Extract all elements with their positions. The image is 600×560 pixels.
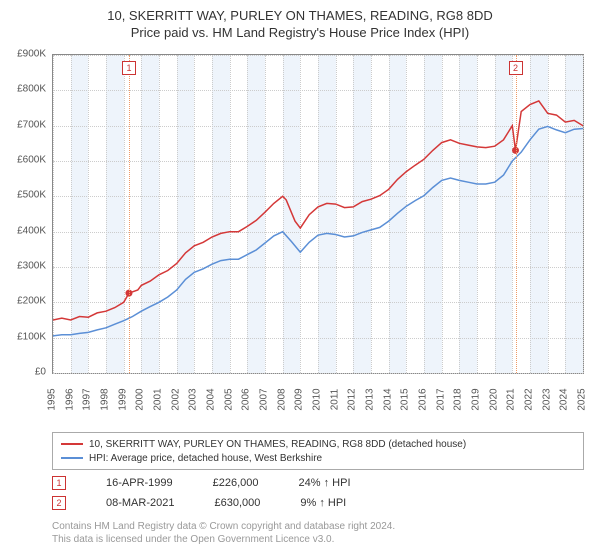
y-tick-label: £100K [17, 331, 46, 342]
x-tick-label: 2025 [577, 385, 588, 415]
x-tick-label: 1999 [117, 385, 128, 415]
x-tick-label: 1995 [47, 385, 58, 415]
x-tick-label: 2003 [188, 385, 199, 415]
x-tick-label: 2020 [488, 385, 499, 415]
y-tick-label: £600K [17, 155, 46, 166]
plot-area: 12 [52, 54, 584, 374]
x-tick-label: 2007 [259, 385, 270, 415]
x-tick-label: 1996 [64, 385, 75, 415]
transaction-hpi-delta: 9% ↑ HPI [300, 497, 346, 509]
x-tick-label: 2015 [400, 385, 411, 415]
transaction-hpi-delta: 24% ↑ HPI [299, 477, 351, 489]
transaction-row: 1 16-APR-1999 £226,000 24% ↑ HPI [52, 476, 590, 490]
transaction-marker-box: 2 [509, 61, 523, 75]
footer-line-1: Contains HM Land Registry data © Crown c… [52, 520, 590, 533]
transaction-id-box: 2 [52, 496, 66, 510]
y-tick-label: £400K [17, 225, 46, 236]
y-tick-label: £0 [35, 367, 46, 378]
legend-item: 10, SKERRITT WAY, PURLEY ON THAMES, READ… [61, 437, 575, 451]
x-tick-label: 2000 [135, 385, 146, 415]
x-tick-label: 2002 [170, 385, 181, 415]
y-tick-label: £200K [17, 296, 46, 307]
chart: 12 1995199619971998199920002001200220032… [10, 46, 590, 426]
legend: 10, SKERRITT WAY, PURLEY ON THAMES, READ… [52, 432, 584, 470]
chart-container: 10, SKERRITT WAY, PURLEY ON THAMES, READ… [0, 0, 600, 554]
footer: Contains HM Land Registry data © Crown c… [52, 520, 590, 546]
y-tick-label: £900K [17, 49, 46, 60]
transaction-date: 08-MAR-2021 [106, 497, 174, 509]
x-tick-label: 2018 [453, 385, 464, 415]
x-tick-label: 2019 [471, 385, 482, 415]
series-hpi [53, 126, 583, 336]
x-tick-label: 2012 [347, 385, 358, 415]
title-sub: Price paid vs. HM Land Registry's House … [10, 25, 590, 40]
y-tick-label: £500K [17, 190, 46, 201]
transaction-price: £226,000 [213, 477, 259, 489]
x-tick-label: 2016 [418, 385, 429, 415]
x-tick-label: 2011 [329, 385, 340, 415]
x-tick-label: 2014 [382, 385, 393, 415]
x-tick-label: 2009 [294, 385, 305, 415]
legend-item: HPI: Average price, detached house, West… [61, 451, 575, 465]
legend-swatch [61, 457, 83, 459]
x-tick-label: 2006 [241, 385, 252, 415]
y-tick-label: £800K [17, 84, 46, 95]
x-tick-label: 2017 [435, 385, 446, 415]
transaction-price: £630,000 [214, 497, 260, 509]
x-tick-label: 2004 [206, 385, 217, 415]
x-tick-label: 2010 [312, 385, 323, 415]
transaction-id-box: 1 [52, 476, 66, 490]
transaction-row: 2 08-MAR-2021 £630,000 9% ↑ HPI [52, 496, 590, 510]
transaction-marker-box: 1 [122, 61, 136, 75]
transaction-date: 16-APR-1999 [106, 477, 173, 489]
legend-label: HPI: Average price, detached house, West… [89, 453, 322, 464]
footer-line-2: This data is licensed under the Open Gov… [52, 533, 590, 546]
title-main: 10, SKERRITT WAY, PURLEY ON THAMES, READ… [10, 8, 590, 23]
y-tick-label: £300K [17, 261, 46, 272]
legend-swatch [61, 443, 83, 445]
x-tick-label: 2022 [524, 385, 535, 415]
legend-label: 10, SKERRITT WAY, PURLEY ON THAMES, READ… [89, 439, 466, 450]
series-property [53, 101, 583, 320]
x-tick-label: 1997 [82, 385, 93, 415]
x-tick-label: 2001 [153, 385, 164, 415]
x-tick-label: 2008 [276, 385, 287, 415]
x-tick-label: 2024 [559, 385, 570, 415]
x-tick-label: 2021 [506, 385, 517, 415]
x-tick-label: 2013 [365, 385, 376, 415]
x-tick-label: 2005 [223, 385, 234, 415]
x-tick-label: 1998 [100, 385, 111, 415]
y-tick-label: £700K [17, 119, 46, 130]
x-tick-label: 2023 [541, 385, 552, 415]
